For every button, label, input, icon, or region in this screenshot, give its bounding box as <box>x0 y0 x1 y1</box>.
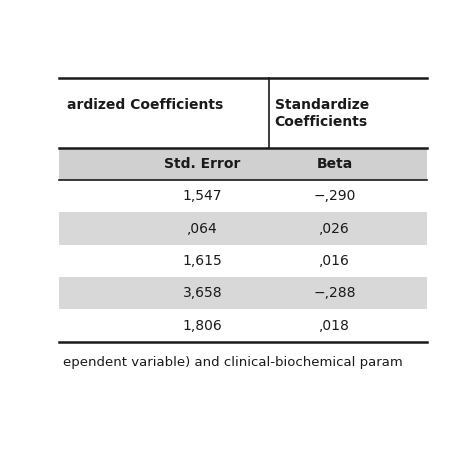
Text: ,016: ,016 <box>319 254 350 268</box>
Bar <box>59 148 427 180</box>
Text: −,290: −,290 <box>313 189 356 203</box>
Text: ,026: ,026 <box>319 221 350 236</box>
Text: 3,658: 3,658 <box>183 286 222 300</box>
Text: Beta: Beta <box>316 157 353 171</box>
Text: ependent variable) and clinical-biochemical param: ependent variable) and clinical-biochemi… <box>63 356 403 369</box>
Text: ardized Coefficients: ardized Coefficients <box>67 98 223 112</box>
Text: Std. Error: Std. Error <box>164 157 241 171</box>
Text: 1,547: 1,547 <box>183 189 222 203</box>
Bar <box>59 277 427 310</box>
Text: ,064: ,064 <box>187 221 218 236</box>
Text: −,288: −,288 <box>313 286 356 300</box>
Text: Standardize
Coefficients: Standardize Coefficients <box>275 98 369 129</box>
Text: 1,806: 1,806 <box>183 319 222 333</box>
Bar <box>59 212 427 245</box>
Text: ,018: ,018 <box>319 319 350 333</box>
Text: 1,615: 1,615 <box>183 254 222 268</box>
